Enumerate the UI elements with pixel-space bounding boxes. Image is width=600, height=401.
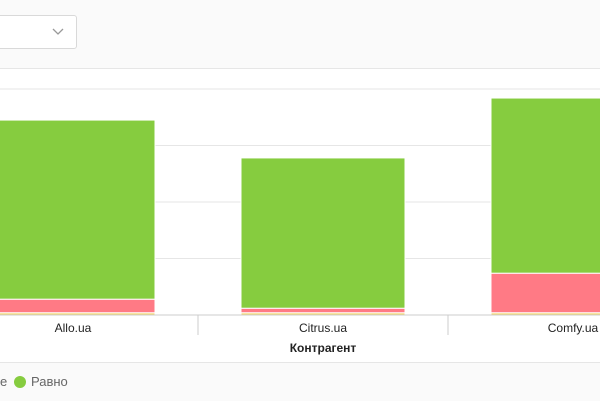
bar-allo-ua-series-1[interactable] [0,298,156,314]
bar-allo-ua-series-2[interactable] [0,119,156,300]
legend-dot [14,375,26,388]
bar-comfy-ua-series-1[interactable] [490,272,600,314]
legend: е Равно [0,362,600,401]
legend-item-ravno[interactable]: Равно [14,374,68,389]
filter-dropdown[interactable] [0,15,77,49]
chart-area: Allo.ua Citrus.ua Comfy.ua Контрагент [0,69,600,361]
chevron-down-icon [52,28,64,35]
stacked-bar-chart: Allo.ua Citrus.ua Comfy.ua Контрагент [0,88,600,355]
bar-citrus-ua-series-2[interactable] [240,157,406,309]
toolbar [0,0,600,69]
x-tick-label-allo-ua: Allo.ua [55,321,92,335]
legend-item-label: Равно [31,374,68,389]
legend-item-partial-label: е [0,374,8,389]
x-tick-label-citrus-ua: Citrus.ua [299,321,347,335]
bar-citrus-ua-series-1[interactable] [240,307,406,314]
x-tick-label-comfy-ua: Comfy.ua [548,321,599,335]
bar-comfy-ua-series-2[interactable] [490,97,600,274]
x-axis-title: Контрагент [290,341,357,355]
